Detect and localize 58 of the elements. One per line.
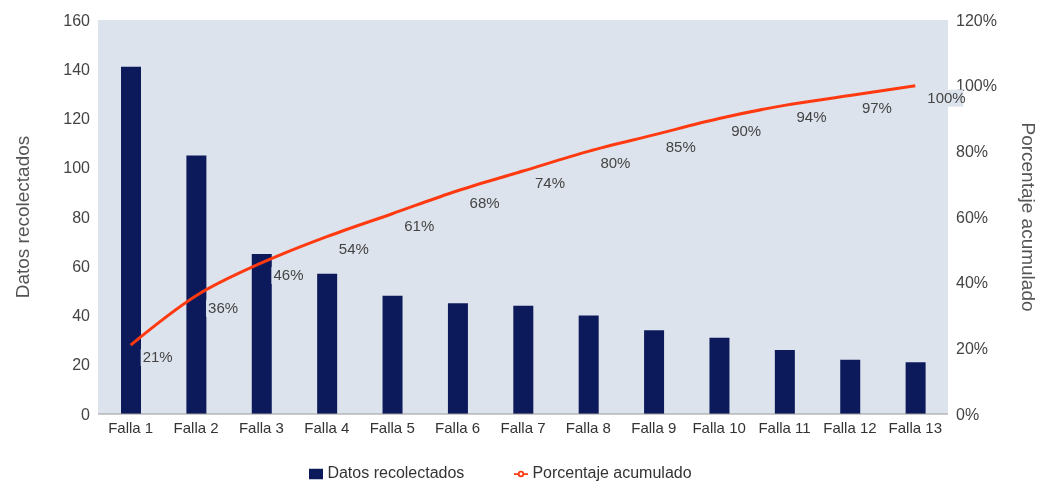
x-tick-label: Falla 9 bbox=[631, 418, 677, 436]
bar bbox=[513, 305, 534, 414]
y-tick-label: 140 bbox=[63, 60, 91, 78]
x-tick-label: Falla 13 bbox=[888, 418, 942, 436]
bar bbox=[774, 349, 795, 414]
data-label: 80% bbox=[600, 154, 631, 172]
x-tick-label: Falla 7 bbox=[500, 418, 546, 436]
y2-axis-title: Porcentaje acumulado bbox=[1018, 122, 1040, 312]
data-label: 54% bbox=[338, 239, 369, 257]
y-tick-label: 100 bbox=[63, 159, 91, 177]
data-label: 90% bbox=[731, 121, 762, 139]
y2-tick-label: 40% bbox=[956, 274, 989, 292]
y-tick-label: 20 bbox=[72, 356, 91, 374]
data-label: 85% bbox=[665, 137, 696, 155]
y2-tick-label: 20% bbox=[956, 340, 989, 358]
bar bbox=[840, 359, 861, 414]
x-tick-label: Falla 1 bbox=[108, 418, 154, 436]
x-tick-label: Falla 10 bbox=[692, 418, 746, 436]
bar bbox=[905, 362, 926, 414]
y-tick-label: 120 bbox=[63, 110, 91, 128]
data-label: 21% bbox=[142, 348, 173, 366]
bar bbox=[382, 295, 403, 414]
bar bbox=[578, 315, 599, 414]
bar bbox=[644, 330, 665, 414]
line-series bbox=[129, 84, 917, 347]
x-tick-label: Falla 8 bbox=[565, 418, 611, 436]
x-tick-label: Falla 6 bbox=[435, 418, 481, 436]
bar bbox=[186, 155, 207, 414]
legend-label: Porcentaje acumulado bbox=[532, 464, 692, 481]
bar bbox=[317, 273, 338, 414]
bar bbox=[709, 337, 730, 414]
bar bbox=[447, 303, 468, 414]
bar bbox=[121, 66, 141, 414]
x-tick-label: Falla 2 bbox=[173, 418, 219, 436]
x-tick-label: Falla 5 bbox=[369, 418, 415, 436]
x-tick-label: Falla 11 bbox=[758, 418, 811, 436]
legend-label: Datos recolectados bbox=[327, 464, 465, 481]
y2-tick-label: 80% bbox=[956, 143, 989, 161]
data-label: 68% bbox=[469, 193, 500, 211]
x-tick-label: Falla 4 bbox=[304, 418, 350, 436]
data-label: 61% bbox=[404, 216, 435, 234]
data-label: 97% bbox=[861, 98, 892, 116]
data-label: 36% bbox=[208, 298, 239, 316]
y-tick-label: 40 bbox=[72, 307, 91, 325]
data-label: 46% bbox=[273, 265, 304, 283]
x-tick-label: Falla 12 bbox=[823, 418, 877, 436]
y-tick-label: 80 bbox=[72, 208, 91, 226]
y2-tick-label: 60% bbox=[956, 208, 989, 226]
y-tick-label: 0 bbox=[81, 405, 91, 423]
y2-tick-label: 120% bbox=[956, 11, 997, 29]
y2-tick-label: 0% bbox=[956, 405, 980, 423]
data-label: 94% bbox=[796, 108, 827, 126]
y-axis-title: Datos recolectados bbox=[11, 135, 33, 299]
y-tick-label: 160 bbox=[63, 11, 91, 29]
bar bbox=[251, 253, 272, 414]
data-label: 74% bbox=[535, 174, 566, 192]
x-tick-label: Falla 3 bbox=[238, 418, 284, 436]
y-tick-label: 60 bbox=[72, 257, 91, 275]
